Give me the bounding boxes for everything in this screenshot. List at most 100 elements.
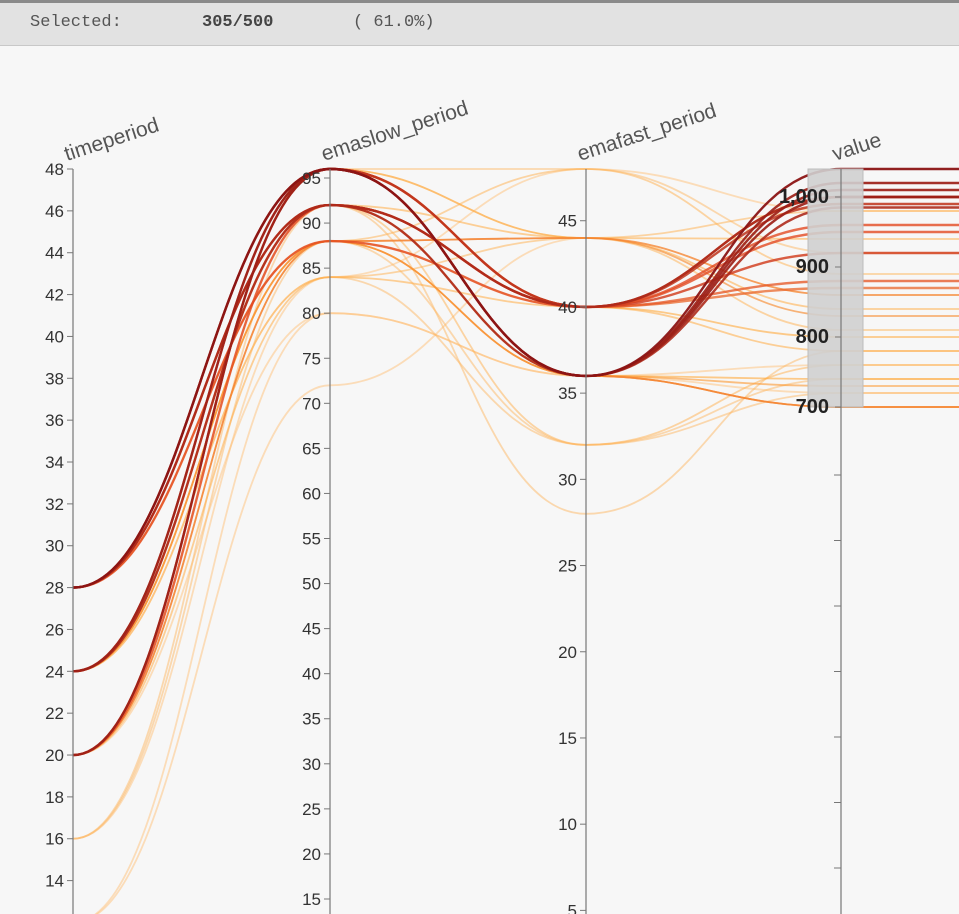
tick-label: 25 — [558, 557, 577, 576]
tick-label: 95 — [302, 169, 321, 188]
axis-tick: 85 — [302, 259, 330, 278]
axis-tick: 28 — [45, 579, 73, 598]
tick-label: 44 — [45, 244, 64, 263]
tick-label: 20 — [45, 746, 64, 765]
axis-tick: 16 — [45, 830, 73, 849]
tick-label: 30 — [45, 537, 64, 556]
selection-label: Selected: — [30, 13, 122, 32]
axis-tick: 95 — [302, 169, 330, 188]
tick-label: 55 — [302, 530, 321, 549]
axis-tick: 800 — [796, 326, 841, 348]
axis-tick: 30 — [302, 755, 330, 774]
brush-layer[interactable] — [807, 168, 864, 408]
tick-label: 900 — [796, 256, 829, 278]
tick-label: 800 — [796, 326, 829, 348]
tick-label: 60 — [302, 484, 321, 503]
value-brush[interactable] — [807, 168, 864, 408]
axis-tick: 44 — [45, 244, 73, 263]
selection-bar: Selected: 305/500 ( 61.0%) — [0, 0, 959, 46]
axis-tick: 70 — [302, 394, 330, 413]
tick-label: 35 — [558, 384, 577, 403]
axis-tick: 25 — [558, 557, 586, 576]
tick-label: 5 — [568, 901, 577, 914]
selection-count: 305/500 — [202, 13, 274, 32]
tick-label: 30 — [558, 470, 577, 489]
axis-tick: 25 — [302, 800, 330, 819]
axis-tick: 40 — [45, 327, 73, 346]
tick-label: 75 — [302, 349, 321, 368]
axis-tick: 15 — [558, 729, 586, 748]
axis-emafast_period: 45 40 35 30 25 20 15 10 5 emafast_period — [558, 99, 719, 914]
tick-label: 35 — [302, 710, 321, 729]
tick-label: 22 — [45, 704, 64, 723]
tick-label: 20 — [558, 643, 577, 662]
axis-tick: 1,000 — [779, 186, 841, 208]
axis-tick: 46 — [45, 202, 73, 221]
axis-tick: 15 — [302, 890, 330, 909]
axis-tick: 20 — [558, 643, 586, 662]
axis-tick: 5 — [568, 901, 586, 914]
axis-tick: 24 — [45, 662, 73, 681]
axis-tick: 35 — [302, 710, 330, 729]
tick-label: 40 — [302, 665, 321, 684]
tick-label: 15 — [558, 729, 577, 748]
axis-tick: 10 — [558, 815, 586, 834]
tick-label: 25 — [302, 800, 321, 819]
axis-tick: 48 — [45, 160, 73, 179]
tick-label: 42 — [45, 286, 64, 305]
axis-tick: 75 — [302, 349, 330, 368]
axis-tick: 65 — [302, 439, 330, 458]
axis-tick: 32 — [45, 495, 73, 514]
tick-label: 32 — [45, 495, 64, 514]
tick-label: 30 — [302, 755, 321, 774]
axis-tick: 40 — [302, 665, 330, 684]
axis-tick: 42 — [45, 286, 73, 305]
tick-label: 16 — [45, 830, 64, 849]
tick-label: 50 — [302, 575, 321, 594]
tick-label: 48 — [45, 160, 64, 179]
tick-label: 20 — [302, 845, 321, 864]
axis-tick: 30 — [558, 470, 586, 489]
tick-label: 65 — [302, 439, 321, 458]
axis-title-timeperiod[interactable]: timeperiod — [61, 114, 161, 166]
tick-label: 85 — [302, 259, 321, 278]
tick-label: 45 — [558, 212, 577, 231]
axis-title-emaslow_period[interactable]: emaslow_period — [318, 97, 471, 166]
tick-label: 18 — [45, 788, 64, 807]
axis-title-value[interactable]: value — [829, 128, 884, 165]
tick-label: 46 — [45, 202, 64, 221]
tick-label: 34 — [45, 453, 64, 472]
tick-label: 40 — [45, 327, 64, 346]
tick-label: 24 — [45, 662, 64, 681]
axis-tick: 50 — [302, 575, 330, 594]
tick-label: 45 — [302, 620, 321, 639]
axis-tick: 14 — [45, 872, 73, 891]
tick-label: 10 — [558, 815, 577, 834]
axis-timeperiod: 48 46 44 42 40 38 36 34 32 30 28 26 24 22 20 18 16 14 time… — [45, 114, 162, 914]
tick-label: 40 — [558, 298, 577, 317]
axis-title-emafast_period[interactable]: emafast_period — [574, 99, 719, 166]
axis-tick: 36 — [45, 411, 73, 430]
axis-tick: 900 — [796, 256, 841, 278]
tick-label: 36 — [45, 411, 64, 430]
axis-tick: 34 — [45, 453, 73, 472]
axis-tick: 45 — [302, 620, 330, 639]
axis-tick: 80 — [302, 304, 330, 323]
axis-tick: 55 — [302, 530, 330, 549]
tick-label: 1,000 — [779, 186, 829, 208]
axis-tick: 700 — [796, 396, 841, 418]
tick-label: 38 — [45, 369, 64, 388]
tick-label: 26 — [45, 620, 64, 639]
axis-tick: 20 — [302, 845, 330, 864]
axis-tick: 90 — [302, 214, 330, 233]
tick-label: 90 — [302, 214, 321, 233]
tick-label: 28 — [45, 579, 64, 598]
axis-tick: 22 — [45, 704, 73, 723]
tick-label: 14 — [45, 872, 64, 891]
tick-label: 15 — [302, 890, 321, 909]
tick-label: 80 — [302, 304, 321, 323]
axis-tick: 60 — [302, 484, 330, 503]
axis-tick: 26 — [45, 620, 73, 639]
axis-tick: 45 — [558, 212, 586, 231]
